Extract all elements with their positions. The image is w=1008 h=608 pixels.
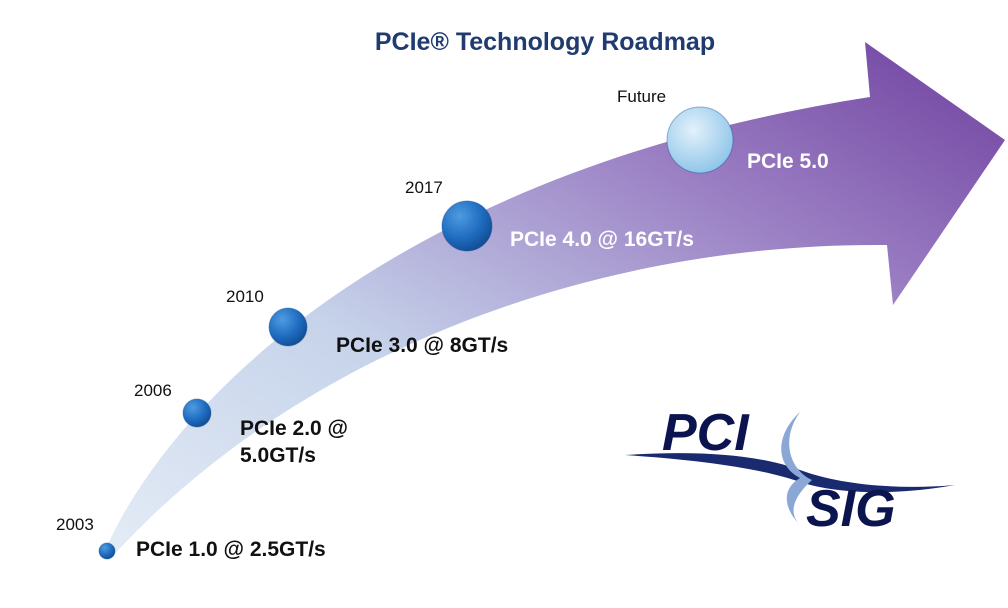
milestone-dot (441, 200, 493, 252)
milestone-label: PCIe 5.0 (747, 150, 829, 173)
roadmap-arrow (104, 42, 1005, 557)
logo-sig: SIG (806, 480, 896, 538)
milestone-year: 2010 (226, 287, 264, 306)
milestone-label: PCIe 1.0 @ 2.5GT/s (136, 538, 326, 561)
logo-pci: PCI (662, 404, 750, 462)
title: PCIe® Technology Roadmap (375, 28, 715, 56)
milestone-year: Future (617, 87, 666, 106)
milestone-year: 2003 (56, 515, 94, 534)
pci-sig-logo: PCI SIG (625, 404, 955, 538)
milestone-dot (268, 307, 308, 347)
milestone-year: 2017 (405, 178, 443, 197)
milestone-year: 2006 (134, 381, 172, 400)
milestone-dot (98, 542, 116, 560)
milestone-label: PCIe 2.0 @ (240, 417, 348, 440)
logo-swoosh (625, 453, 955, 493)
milestone-dot (666, 106, 734, 174)
milestone-dot (182, 398, 212, 428)
logo-swirl (781, 412, 812, 525)
milestone-label: PCIe 4.0 @ 16GT/s (510, 228, 694, 251)
milestone-label: 5.0GT/s (240, 444, 316, 467)
milestone-label: PCIe 3.0 @ 8GT/s (336, 334, 508, 357)
